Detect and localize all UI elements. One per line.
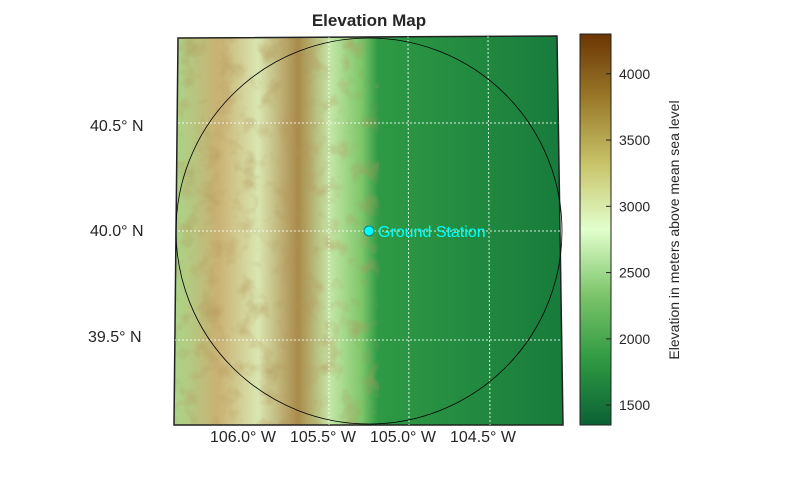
lat-tick: 40.0° N (90, 223, 144, 240)
lon-tick: 104.5° W (450, 429, 517, 446)
lat-tick: 39.5° N (88, 329, 142, 346)
map-title: Elevation Map (312, 11, 426, 30)
ground-station-label: Ground Station (378, 224, 486, 241)
latitude-labels: 40.5° N 40.0° N 39.5° N (88, 118, 144, 346)
lon-tick: 105.5° W (290, 429, 357, 446)
colorbar-label: Elevation in meters above mean sea level (666, 100, 682, 359)
colorbar: 1500 2000 2500 3000 3500 4000 Elevation in me… (579, 33, 682, 426)
colorbar-tick-label: 4000 (619, 66, 650, 82)
graticule (174, 36, 563, 425)
colorbar-tick-label: 1500 (619, 397, 650, 413)
lat-tick: 40.5° N (90, 118, 144, 135)
colorbar-tick-label: 3000 (619, 198, 650, 214)
longitude-labels: 106.0° W 105.5° W 105.0° W 104.5° W (210, 429, 517, 446)
map-frame (173, 35, 564, 426)
ground-station-marker[interactable] (363, 225, 375, 237)
colorbar-tick-label: 3500 (619, 132, 650, 148)
colorbar-tick-label: 2500 (619, 265, 650, 281)
colorbar-fill (579, 33, 612, 426)
coverage-circle (175, 37, 563, 425)
lon-tick: 106.0° W (210, 429, 277, 446)
colorbar-tick-label: 2000 (619, 331, 650, 347)
lon-tick: 105.0° W (370, 429, 437, 446)
